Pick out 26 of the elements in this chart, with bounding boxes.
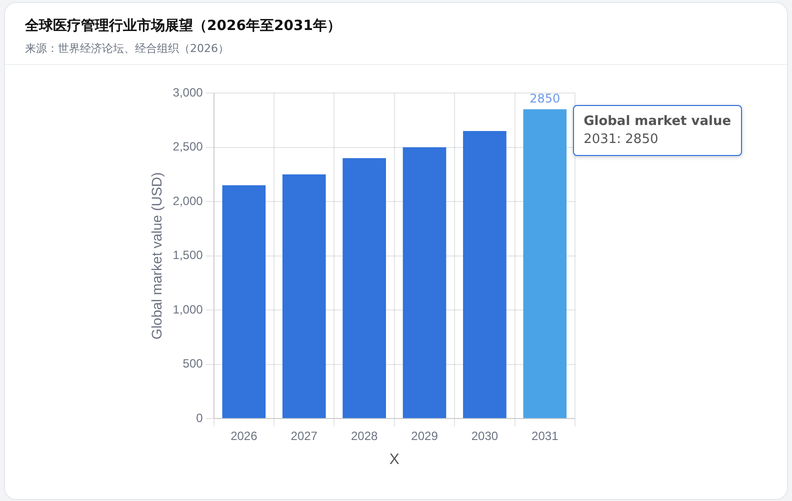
x-tick-label: 2031 xyxy=(532,429,559,444)
y-tick-label: 2,500 xyxy=(172,140,204,154)
bar xyxy=(463,130,506,418)
bar xyxy=(523,109,567,418)
y-tick-label: 0 xyxy=(196,410,204,425)
chart-subtitle: 来源：世界经济论坛、经合组织（2026） xyxy=(25,41,230,56)
y-tick-label: 1,500 xyxy=(172,248,204,262)
x-tick-label: 2027 xyxy=(290,429,318,444)
bar xyxy=(402,147,446,418)
y-tick-label: 3,000 xyxy=(172,85,204,100)
bar xyxy=(222,185,266,418)
bar xyxy=(342,158,386,418)
x-tick-label: 2026 xyxy=(230,429,258,444)
series-label: Global market value xyxy=(584,114,732,130)
text: 2031: 2850 xyxy=(584,132,658,148)
x-axis-title: X xyxy=(389,451,400,468)
y-tick-label: 1,000 xyxy=(172,302,204,316)
x-tick-label: 2028 xyxy=(350,429,378,444)
y-tick-label: 2,000 xyxy=(172,194,204,208)
y-axis-title: Global market value (USD) xyxy=(148,172,164,340)
x-tick-label: 2029 xyxy=(411,429,438,444)
y-tick-label: 500 xyxy=(182,356,204,371)
x-tick-label: 2030 xyxy=(471,429,498,444)
bar xyxy=(282,174,326,418)
chart-title: 全球医疗管理行业市场展望（2026年至2031年） xyxy=(25,17,342,35)
data-label: 2850 xyxy=(530,91,560,106)
